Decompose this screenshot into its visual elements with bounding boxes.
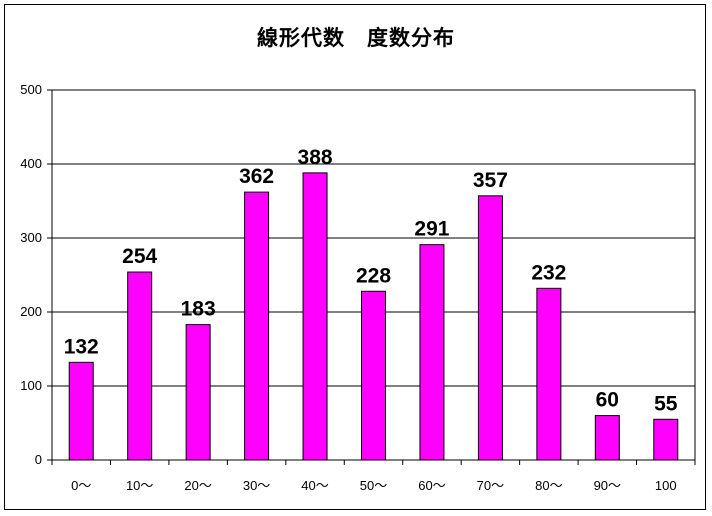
data-label: 55 <box>654 392 678 415</box>
x-tick-label: 30〜 <box>243 478 270 493</box>
bar <box>653 418 679 461</box>
data-label: 291 <box>414 218 449 241</box>
x-tick-label: 50〜 <box>360 478 387 493</box>
data-label: 183 <box>181 298 216 321</box>
bar <box>185 324 211 461</box>
bars <box>68 172 679 461</box>
y-tick-label: 500 <box>20 82 42 97</box>
x-tick-label: 40〜 <box>301 478 328 493</box>
x-tick-label: 10〜 <box>126 478 153 493</box>
x-tick-labels: 0〜 10〜 20〜 30〜 40〜 50〜 60〜 70〜 80〜 90〜 100 <box>71 478 677 493</box>
y-tick-label: 200 <box>20 304 42 319</box>
data-label: 228 <box>356 264 391 287</box>
x-tick-label: 80〜 <box>535 478 562 493</box>
x-tick-label: 90〜 <box>594 478 621 493</box>
y-tick-label: 0 <box>35 452 42 467</box>
data-label: 254 <box>122 245 157 268</box>
data-label: 60 <box>596 389 619 412</box>
chart-title: 線形代数 度数分布 <box>257 26 455 50</box>
bar <box>361 290 386 461</box>
data-label: 388 <box>298 146 333 169</box>
bar <box>594 415 620 461</box>
x-tick-label: 0〜 <box>71 478 91 493</box>
x-tick-label: 20〜 <box>184 478 211 493</box>
bar <box>68 361 94 461</box>
y-tick-label: 400 <box>20 156 42 171</box>
bar <box>127 271 153 461</box>
bar <box>536 287 562 461</box>
bar <box>302 172 328 461</box>
bar <box>477 195 503 461</box>
data-labels: 132 254 183 362 388 228 291 357 232 60 55 <box>64 146 678 415</box>
x-tick-label: 60〜 <box>418 478 445 493</box>
bar <box>244 191 270 461</box>
x-tick-label: 100 <box>655 478 677 493</box>
data-label: 232 <box>531 261 566 284</box>
y-tick-labels: 0 100 200 300 400 500 <box>20 82 42 467</box>
y-tick-label: 100 <box>20 378 42 393</box>
data-label: 362 <box>239 165 274 188</box>
bar <box>419 244 445 461</box>
data-label: 357 <box>473 169 508 192</box>
x-tick-label: 70〜 <box>477 478 504 493</box>
data-label: 132 <box>64 335 99 358</box>
chart-frame <box>4 4 706 510</box>
y-tick-label: 300 <box>20 230 42 245</box>
